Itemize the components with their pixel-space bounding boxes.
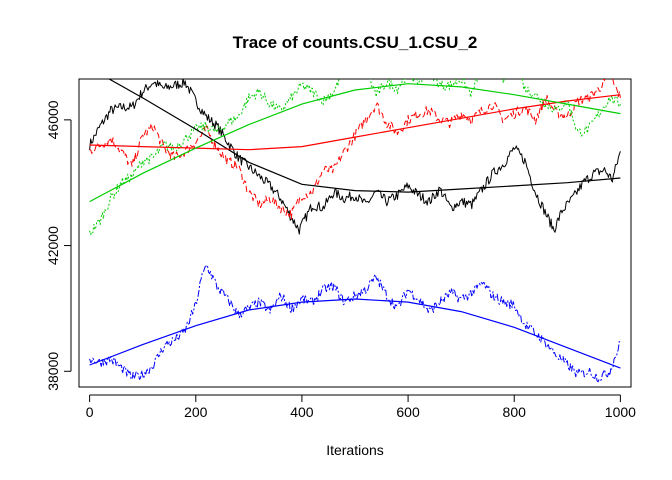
series-smooth-2 xyxy=(89,94,621,151)
x-tick-label: 1000 xyxy=(605,404,636,420)
x-tick-label: 400 xyxy=(290,404,314,420)
x-axis: 0 200 400 600 800 1000 xyxy=(86,394,636,420)
series-trace-3 xyxy=(89,79,621,236)
y-axis: 38000 42000 46000 xyxy=(45,100,72,391)
x-axis-label: Iterations xyxy=(326,442,384,458)
y-tick-label: 38000 xyxy=(45,352,61,391)
chart-title: Trace of counts.CSU_1.CSU_2 xyxy=(233,33,478,52)
plot-frame xyxy=(78,78,632,388)
x-tick-label: 0 xyxy=(86,404,94,420)
series-trace-4 xyxy=(89,264,621,383)
y-tick-label: 46000 xyxy=(45,100,61,139)
series-trace-1 xyxy=(89,79,621,235)
x-tick-label: 600 xyxy=(396,404,420,420)
y-tick-label: 42000 xyxy=(45,226,61,265)
x-tick-label: 200 xyxy=(184,404,208,420)
x-tick-label: 800 xyxy=(503,404,527,420)
series-layer xyxy=(89,79,621,383)
series-smooth-4 xyxy=(89,298,621,369)
series-smooth-1 xyxy=(107,79,621,193)
series-trace-2 xyxy=(89,79,621,220)
series-smooth-3 xyxy=(89,83,621,203)
